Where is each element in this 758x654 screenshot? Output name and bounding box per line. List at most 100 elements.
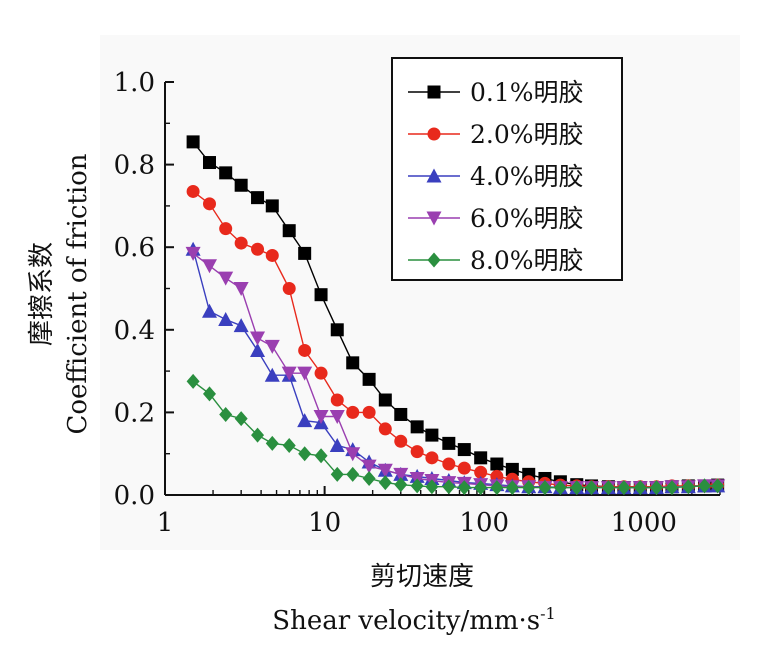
legend-label: 6.0%明胶 xyxy=(470,204,584,233)
y-tick-label: 0.4 xyxy=(114,316,155,346)
data-point xyxy=(377,463,393,478)
y-tick-label: 0.0 xyxy=(114,481,155,511)
data-point xyxy=(234,411,248,427)
legend-marker xyxy=(427,127,441,141)
data-point xyxy=(330,323,344,337)
data-point xyxy=(186,135,200,149)
data-point xyxy=(394,434,408,448)
data-point xyxy=(298,446,312,462)
data-point xyxy=(393,467,409,482)
legend-label: 2.0%明胶 xyxy=(470,120,584,149)
data-point xyxy=(185,246,201,261)
data-point xyxy=(442,479,456,495)
legend-marker xyxy=(426,211,442,226)
data-point xyxy=(218,311,234,326)
series-line xyxy=(192,380,718,489)
data-point xyxy=(265,199,279,213)
data-point xyxy=(522,480,536,496)
data-point xyxy=(425,428,439,442)
data-point xyxy=(186,373,200,389)
data-point xyxy=(219,406,233,422)
data-point xyxy=(474,465,488,479)
data-point xyxy=(633,480,647,496)
series-line xyxy=(192,190,718,488)
data-point xyxy=(346,356,360,370)
data-point xyxy=(457,480,471,496)
axes: 0.0 0.2 0.4 0.6 0.8 1.0 1 10 100 1000 xyxy=(114,68,721,538)
legend-label: 4.0%明胶 xyxy=(470,162,584,191)
series-line xyxy=(192,249,718,489)
y-axis-label: 摩擦系数 Coefficient of friction xyxy=(27,153,93,434)
data-point xyxy=(711,478,725,494)
data-point xyxy=(264,367,280,382)
data-point xyxy=(282,282,296,295)
legend-label: 8.0%明胶 xyxy=(470,246,584,275)
data-point xyxy=(201,259,217,274)
data-point xyxy=(394,407,408,421)
data-point xyxy=(378,393,392,407)
data-point xyxy=(298,343,312,357)
data-point xyxy=(425,451,439,465)
data-point xyxy=(233,318,249,333)
data-point xyxy=(410,420,424,434)
data-point xyxy=(538,480,552,496)
data-point xyxy=(665,480,679,496)
data-point xyxy=(218,271,234,286)
legend-marker xyxy=(427,85,441,99)
data-point xyxy=(313,410,329,425)
legend-item-4: 6.0%明胶 xyxy=(408,204,584,233)
data-point xyxy=(617,480,631,496)
data-point xyxy=(505,480,519,496)
data-point xyxy=(442,436,456,450)
y-axis-label-en: Coefficient of friction xyxy=(63,153,93,434)
data-point xyxy=(251,242,265,256)
data-point xyxy=(378,422,392,436)
data-point xyxy=(202,386,216,402)
data-point xyxy=(346,405,360,419)
data-point xyxy=(457,461,471,475)
data-point xyxy=(297,413,313,428)
legend-item-1: 0.1%明胶 xyxy=(408,78,584,107)
data-point xyxy=(362,470,376,486)
data-point xyxy=(474,451,488,465)
data-point xyxy=(314,366,328,380)
data-point xyxy=(345,447,361,462)
legend-item-5: 8.0%明胶 xyxy=(408,246,584,275)
data-point xyxy=(250,342,266,357)
y-tick-label: 0.2 xyxy=(114,398,155,428)
data-point xyxy=(251,191,265,205)
data-point xyxy=(219,222,233,236)
x-tick-label: 1000 xyxy=(611,508,677,538)
data-point xyxy=(233,282,249,296)
legend-label: 0.1%明胶 xyxy=(470,78,584,107)
data-point xyxy=(330,466,344,482)
data-point xyxy=(585,480,599,496)
y-tick-label: 1.0 xyxy=(114,68,155,98)
data-point xyxy=(553,480,567,496)
data-point xyxy=(410,478,424,494)
data-point xyxy=(202,197,216,211)
data-point xyxy=(297,366,313,381)
data-point xyxy=(601,480,615,496)
y-tick-label: 0.8 xyxy=(114,151,155,181)
data-point xyxy=(219,166,233,180)
data-point xyxy=(298,246,312,260)
x-tick-label: 100 xyxy=(459,508,509,538)
legend-item-3: 4.0%明胶 xyxy=(408,162,584,191)
data-point xyxy=(330,393,344,407)
legend-marker xyxy=(427,252,441,268)
data-point xyxy=(410,445,424,459)
legend-marker xyxy=(426,168,442,183)
data-point xyxy=(186,184,200,198)
data-point xyxy=(649,480,663,496)
data-point xyxy=(265,248,279,262)
legend: 0.1%明胶 2.0%明胶 4.0%明胶 6.0%明胶 8.0%明胶 xyxy=(391,57,623,281)
data-point xyxy=(346,466,360,482)
data-point xyxy=(202,156,216,170)
data-point xyxy=(314,288,328,302)
data-point xyxy=(234,178,248,192)
y-axis-label-cn: 摩擦系数 xyxy=(27,242,57,346)
x-axis-label-cn: 剪切速度 xyxy=(370,562,474,592)
x-axis-label: 剪切速度 Shear velocity/mm·s-1 xyxy=(272,562,555,636)
x-tick-label: 10 xyxy=(308,508,341,538)
